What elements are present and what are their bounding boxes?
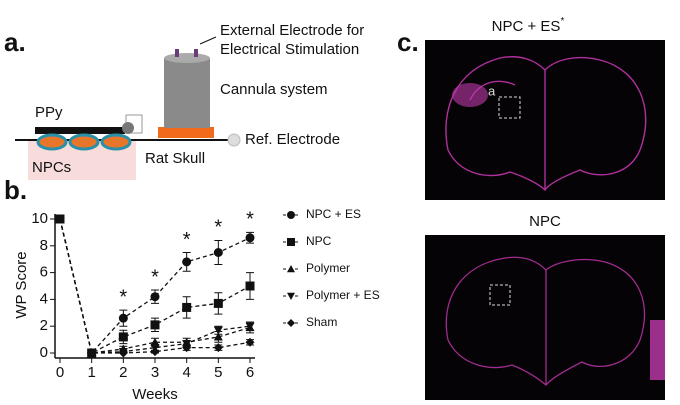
- significance-marker: *: [246, 209, 254, 231]
- electrode-pin: [175, 49, 179, 57]
- data-point: [213, 248, 223, 257]
- data-point: [150, 347, 160, 357]
- data-point: [150, 320, 160, 330]
- x-tick-label: 1: [87, 364, 95, 381]
- label: Ref. Electrode: [245, 131, 340, 148]
- legend-marker: [287, 292, 295, 300]
- x-tick-label: 6: [246, 364, 254, 381]
- label: Rat Skull: [145, 150, 205, 167]
- image-title: NPC + ES*: [492, 16, 565, 35]
- y-tick-label: 10: [31, 210, 48, 227]
- data-point: [182, 302, 192, 312]
- inset-label: a: [488, 83, 496, 98]
- x-tick-label: 0: [56, 364, 64, 381]
- cannula-base: [158, 127, 214, 138]
- inset-box: [498, 96, 521, 119]
- cannula-top: [164, 53, 210, 63]
- ref-electrode: [227, 133, 241, 147]
- legend-label: NPC + ES: [306, 207, 361, 221]
- significance-marker: *: [119, 286, 127, 308]
- y-tick-label: 8: [40, 237, 48, 254]
- y-axis-label: WP Score: [13, 251, 30, 318]
- legend-label: Polymer: [306, 261, 350, 275]
- cannula: [164, 58, 210, 128]
- pointer: [199, 36, 217, 45]
- data-point: [118, 332, 128, 342]
- panel-label: a.: [4, 27, 26, 57]
- data-point: [213, 343, 223, 353]
- y-tick-label: 4: [40, 290, 48, 307]
- data-point: [245, 337, 255, 347]
- data-point: [118, 313, 128, 323]
- data-point: [55, 214, 65, 224]
- data-point: [213, 326, 223, 335]
- data-point: [213, 298, 223, 308]
- data-point: [245, 233, 255, 243]
- significance-marker: *: [214, 217, 222, 239]
- edge-signal: [650, 320, 665, 380]
- x-tick-label: 5: [214, 364, 222, 381]
- signal: [452, 83, 488, 107]
- label: NPCs: [32, 159, 71, 176]
- data-point: [150, 337, 160, 346]
- label: External Electrode for: [220, 22, 364, 39]
- data-point: [213, 332, 223, 341]
- x-tick-label: 3: [151, 364, 159, 381]
- data-point: [118, 348, 128, 358]
- x-axis-label: Weeks: [132, 386, 178, 403]
- data-point: [150, 292, 160, 302]
- data-point: [87, 348, 97, 358]
- legend-marker: [287, 265, 295, 273]
- significance-marker: *: [183, 229, 191, 251]
- legend-marker: [287, 319, 295, 327]
- panel-label: b.: [4, 175, 27, 205]
- inset-box: [489, 284, 511, 306]
- legend-label: Sham: [306, 315, 337, 329]
- legend-marker: [287, 211, 295, 219]
- electrode-pin: [194, 49, 198, 57]
- label: Cannula system: [220, 81, 328, 98]
- significance-marker: *: [151, 266, 159, 288]
- legend-marker: [287, 238, 295, 246]
- legend-label: Polymer + ES: [306, 288, 380, 302]
- label: Electrical Stimulation: [220, 41, 359, 58]
- legend-label: NPC: [306, 234, 332, 248]
- data-point: [182, 257, 192, 267]
- ppy-film: [35, 127, 125, 134]
- data-point: [245, 322, 255, 331]
- y-tick-label: 2: [40, 317, 48, 334]
- panel-label: c.: [397, 27, 419, 57]
- connector-ball: [122, 122, 134, 134]
- y-tick-label: 0: [40, 344, 48, 361]
- label: PPy: [35, 104, 63, 121]
- image-title: NPC: [529, 213, 561, 230]
- brain-image: [425, 235, 665, 400]
- npc-cells: [36, 133, 132, 151]
- x-tick-label: 4: [182, 364, 190, 381]
- x-tick-label: 2: [119, 364, 127, 381]
- brain-outline: [445, 256, 646, 386]
- data-point: [245, 281, 255, 291]
- data-point: [182, 343, 192, 353]
- y-tick-label: 6: [40, 264, 48, 281]
